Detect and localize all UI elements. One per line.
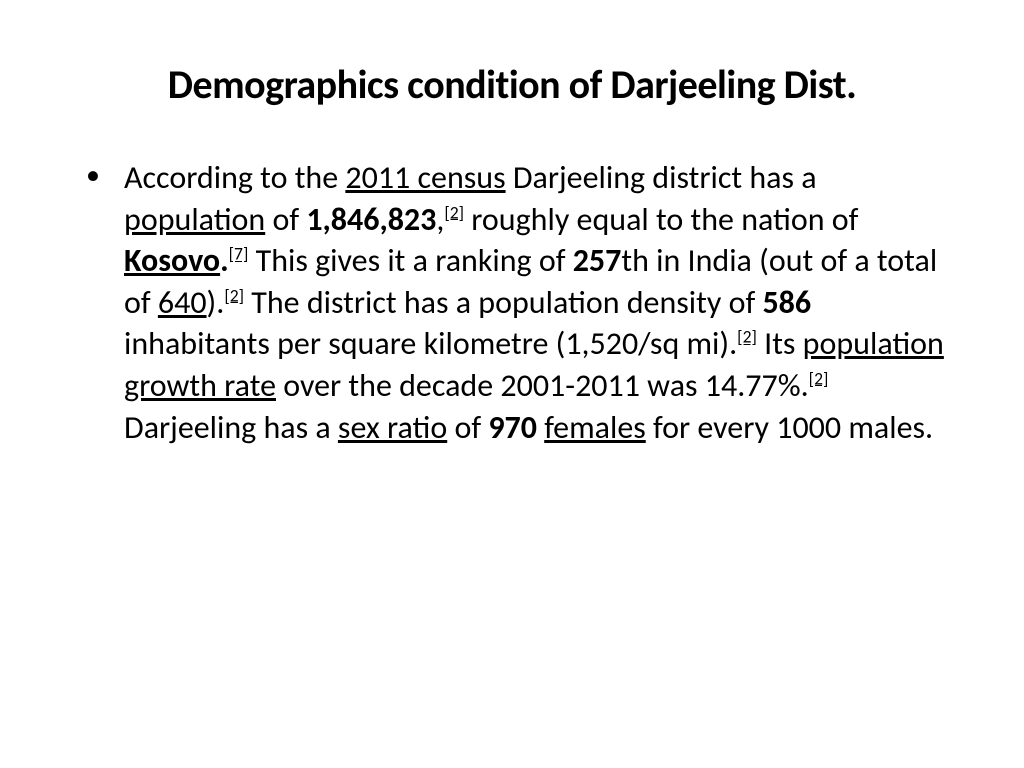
text-run: The district has a population density of [244, 283, 762, 322]
citation-ref[interactable]: [2] [737, 326, 757, 348]
text-run: 2011 census [345, 158, 505, 197]
text-run: Darjeeling has a [124, 408, 338, 447]
bullet-text: According to the 2011 census Darjeeling … [124, 158, 944, 447]
text-run: . [220, 241, 229, 280]
citation-ref[interactable]: [2] [809, 367, 829, 389]
text-run: females [544, 408, 646, 447]
text-run: 640 [158, 283, 207, 322]
bullet-item: According to the 2011 census Darjeeling … [120, 157, 964, 448]
text-run: roughly equal to the nation of [464, 200, 858, 239]
slide-title: Demographics condition of Darjeeling Dis… [60, 60, 964, 109]
bullet-list: According to the 2011 census Darjeeling … [60, 157, 964, 448]
slide: Demographics condition of Darjeeling Dis… [0, 0, 1024, 768]
text-run: Its [757, 324, 803, 363]
text-run: inhabitants per square kilometre (1,520/… [124, 324, 737, 363]
citation-ref[interactable]: [2] [224, 284, 244, 306]
text-run: 586 [762, 283, 811, 322]
text-run: of [265, 200, 306, 239]
text-run: of [447, 408, 488, 447]
citation-ref[interactable]: [7] [229, 243, 249, 265]
text-run: Kosovo [124, 241, 220, 280]
text-run: population [124, 200, 265, 239]
text-run: over the decade 2001-2011 was 14.77%. [276, 366, 809, 405]
text-run: 970 [488, 408, 537, 447]
text-run: Darjeeling district has a [506, 158, 817, 197]
text-run: ). [207, 283, 225, 322]
text-run: This gives it a ranking of [248, 241, 572, 280]
text-run: 257 [573, 241, 622, 280]
text-run: According to the [124, 158, 345, 197]
citation-ref[interactable]: [2] [444, 201, 464, 223]
text-run: for every 1000 males. [646, 408, 933, 447]
text-run: sex ratio [338, 408, 447, 447]
text-run: 1,846,823 [306, 200, 436, 239]
